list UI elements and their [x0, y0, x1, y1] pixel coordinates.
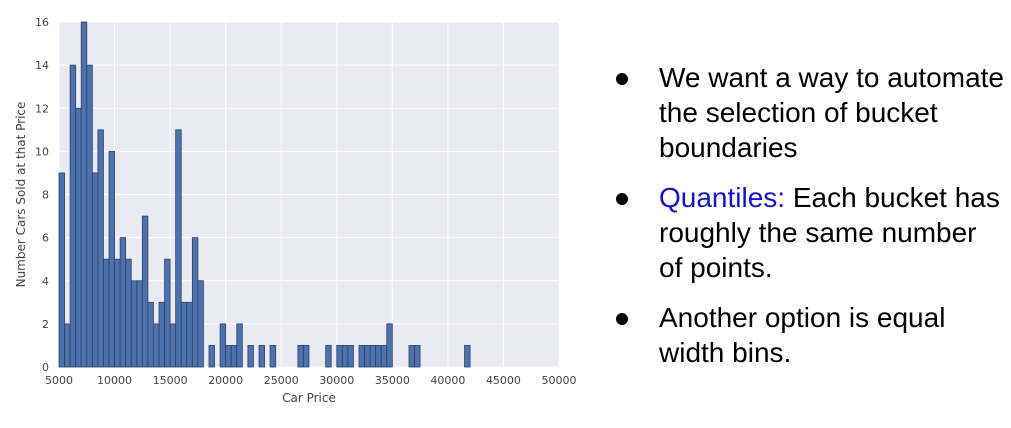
bullet-list: We want a way to automate the selection … — [610, 60, 1005, 385]
histogram-bar — [180, 301, 188, 368]
histogram-bar — [369, 345, 377, 368]
histogram-bar — [80, 21, 88, 368]
histogram-bar — [64, 323, 71, 368]
histogram-bar — [341, 345, 349, 368]
histogram-bar — [130, 280, 138, 368]
bullet-text: Another option is equal width bins. — [659, 302, 946, 368]
histogram-bar — [358, 345, 365, 368]
histogram-bar — [147, 301, 154, 368]
histogram-bar — [464, 345, 471, 368]
x-axis-ticks: 5000 10000 15000 20000 25000 30000 35000 40000 4… — [45, 374, 577, 387]
histogram-bar — [380, 345, 388, 368]
histogram-bar — [164, 258, 171, 368]
x-tick-label: 35000 — [375, 374, 410, 387]
histogram-bar — [297, 345, 304, 368]
y-axis-ticks: 0 2 4 6 8 10 12 14 16 — [35, 16, 49, 374]
x-tick-label: 50000 — [542, 374, 577, 387]
histogram-bar — [325, 345, 332, 368]
y-tick-label: 6 — [42, 232, 49, 245]
histogram-bar — [408, 345, 415, 368]
bullet-text: Each bucket has roughly the same number … — [659, 182, 1000, 283]
histogram-bar — [141, 215, 149, 368]
histogram-bar — [197, 280, 204, 368]
histogram-bar — [103, 258, 110, 368]
histogram-chart: 5000 10000 15000 20000 25000 30000 35000 40000 4… — [14, 16, 577, 405]
x-tick-label: 30000 — [319, 374, 354, 387]
x-tick-label: 20000 — [208, 374, 243, 387]
histogram-bar — [414, 345, 421, 368]
bullet-dot-icon — [616, 313, 628, 325]
histogram-bar — [125, 258, 132, 368]
histogram-bar — [97, 129, 104, 368]
y-tick-label: 2 — [42, 318, 49, 331]
bullet-item-3: Another option is equal width bins. — [610, 300, 1005, 370]
histogram-bar — [86, 64, 93, 368]
histogram-bar — [136, 280, 143, 368]
x-axis-label: Car Price — [282, 391, 336, 405]
histogram-bar — [191, 237, 199, 368]
histogram-bar — [158, 301, 165, 368]
histogram-bar — [58, 172, 65, 368]
histogram-bar — [225, 345, 232, 368]
histogram-bar — [119, 237, 127, 368]
histogram-bar — [75, 107, 82, 368]
histogram-bar — [336, 345, 343, 368]
histogram-bar — [108, 150, 115, 368]
histogram-bar — [230, 345, 238, 368]
y-tick-label: 10 — [35, 145, 49, 158]
y-tick-label: 0 — [42, 361, 49, 374]
histogram-bar — [91, 172, 99, 368]
x-tick-label: 40000 — [430, 374, 465, 387]
x-tick-label: 5000 — [45, 374, 73, 387]
histogram-bar — [236, 323, 243, 368]
bullet-text: We want a way to automate the selection … — [659, 62, 1004, 163]
histogram-bar — [258, 345, 265, 368]
histogram-bar — [175, 129, 182, 368]
x-tick-label: 25000 — [264, 374, 299, 387]
y-axis-label: Number Cars Sold at that Price — [14, 102, 28, 288]
bullet-dot-icon — [616, 73, 628, 85]
y-tick-label: 4 — [42, 275, 49, 288]
histogram-bar — [186, 301, 193, 368]
bullet-item-2: Quantiles: Each bucket has roughly the s… — [610, 180, 1005, 285]
x-tick-label: 15000 — [153, 374, 188, 387]
y-tick-label: 8 — [42, 189, 49, 202]
bullet-item-1: We want a way to automate the selection … — [610, 60, 1005, 165]
histogram-bar — [247, 345, 254, 368]
histogram-bar — [386, 323, 393, 368]
y-tick-label: 12 — [35, 102, 49, 115]
histogram-bar — [347, 345, 354, 368]
histogram-bars — [58, 21, 471, 368]
histogram-bar — [153, 323, 160, 368]
x-tick-label: 45000 — [486, 374, 521, 387]
histogram-bar — [114, 258, 121, 368]
histogram-bar — [269, 345, 277, 368]
bullet-dot-icon — [616, 193, 628, 205]
y-tick-label: 14 — [35, 59, 49, 72]
histogram-bar — [364, 345, 371, 368]
bullet-highlight: Quantiles: — [659, 182, 786, 213]
x-tick-label: 10000 — [97, 374, 132, 387]
y-tick-label: 16 — [35, 16, 49, 29]
histogram-bar — [375, 345, 382, 368]
histogram-bar — [69, 64, 77, 368]
histogram-bar — [169, 323, 177, 368]
histogram-bar — [219, 323, 227, 368]
histogram-bar — [208, 345, 215, 368]
histogram-bar — [303, 345, 310, 368]
